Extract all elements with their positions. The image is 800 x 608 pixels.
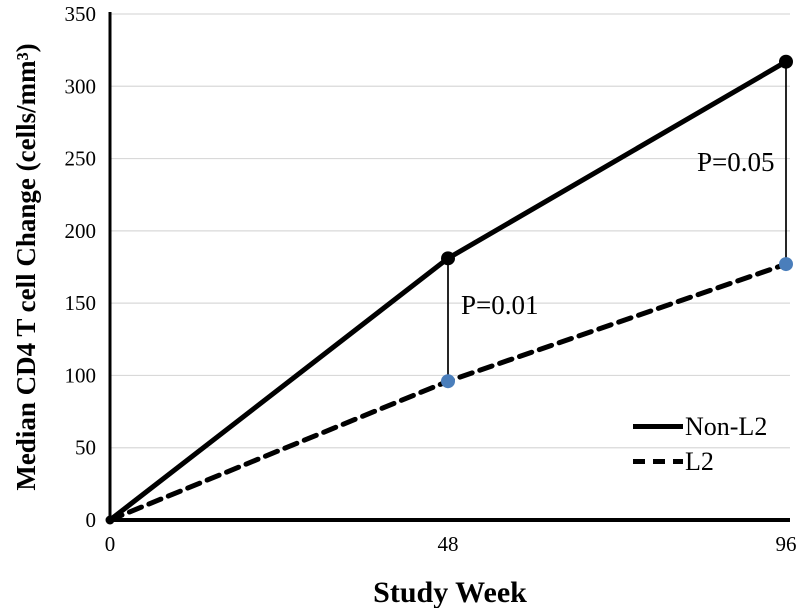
x-axis-title: Study Week <box>373 576 527 608</box>
x-tick-label: 96 <box>776 532 797 556</box>
y-tick-label: 300 <box>65 74 97 98</box>
legend-label-l2: L2 <box>685 446 714 476</box>
data-point-non-l2-week96 <box>779 54 793 69</box>
y-axis-title: Median CD4 T cell Change (cells/mm³) <box>11 43 41 491</box>
data-point-l2-week96 <box>779 257 793 272</box>
data-point-non-l2-week48 <box>441 251 455 266</box>
annotation-p-value-week96: P=0.05 <box>697 147 775 177</box>
y-tick-label: 200 <box>65 219 97 243</box>
y-tick-label: 50 <box>75 436 96 460</box>
x-tick-label: 0 <box>105 532 116 556</box>
solid-line-sample-icon <box>633 424 683 429</box>
y-tick-label: 0 <box>86 508 97 532</box>
x-tick-label: 48 <box>438 532 459 556</box>
annotation-p-value-week48: P=0.01 <box>461 290 539 320</box>
y-tick-label: 100 <box>65 363 97 387</box>
legend-label-non-l2: Non-L2 <box>685 411 768 441</box>
y-tick-label: 150 <box>65 291 97 315</box>
data-point-l2-week48 <box>441 374 455 389</box>
y-tick-label: 350 <box>65 2 97 26</box>
legend: Non-L2 L2 <box>633 409 767 479</box>
dashed-line-sample-icon <box>633 459 683 464</box>
y-tick-label: 250 <box>65 147 97 171</box>
legend-item-l2: L2 <box>633 444 767 479</box>
legend-item-non-l2: Non-L2 <box>633 409 767 444</box>
